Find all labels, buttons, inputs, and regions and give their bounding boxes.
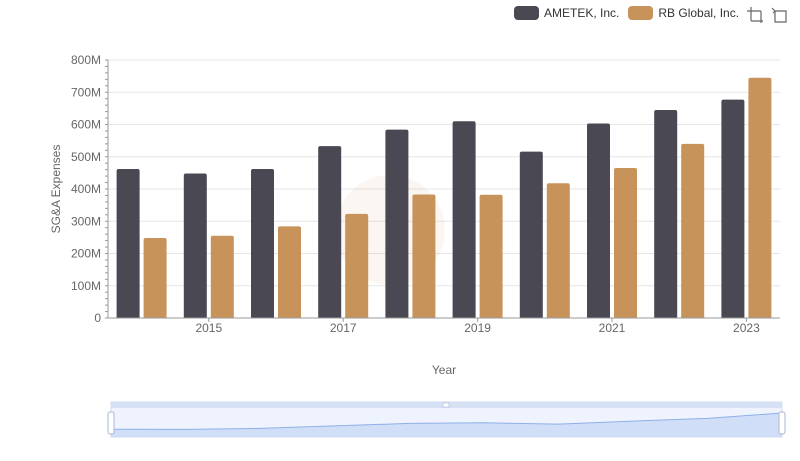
bars (116, 77, 772, 319)
x-tick-label: 2021 (599, 321, 626, 335)
y-tick-label: 800M (71, 53, 101, 67)
y-tick-label: 500M (71, 150, 101, 164)
y-tick-label: 700M (71, 85, 101, 99)
slider-shadow-line (110, 412, 783, 430)
bar-rb-global-2016[interactable] (278, 226, 301, 318)
bar-rb-global-2022[interactable] (681, 143, 705, 318)
bar-rb-global-2015[interactable] (210, 235, 234, 318)
data-zoom-slider[interactable] (107, 401, 786, 438)
y-tick-label: 600M (71, 118, 101, 132)
y-tick-label: 100M (71, 279, 101, 293)
bar-rb-global-2018[interactable] (412, 194, 436, 318)
x-tick-label: 2015 (195, 321, 222, 335)
bar-ametek-2016[interactable] (251, 169, 274, 318)
bar-ametek-2021[interactable] (587, 123, 610, 318)
bar-rb-global-2023[interactable] (748, 77, 772, 318)
bar-ametek-2015[interactable] (183, 173, 207, 318)
x-tick-label: 2017 (330, 321, 357, 335)
slider-handle-right[interactable] (778, 411, 786, 435)
legend-label-rb-global: RB Global, Inc. (658, 6, 740, 20)
y-tick-label: 300M (71, 214, 101, 228)
slider-shadow-area (111, 413, 782, 437)
bar-ametek-2018[interactable] (385, 129, 409, 318)
toolbox (746, 6, 796, 24)
bar-ametek-2020[interactable] (519, 151, 543, 318)
legend-swatch-rb-global (628, 6, 654, 20)
y-tick-label: 200M (71, 247, 101, 261)
bar-rb-global-2017[interactable] (345, 213, 369, 318)
bar-ametek-2023[interactable] (721, 99, 745, 318)
bar-ametek-2019[interactable] (452, 121, 476, 319)
y-tick-label: 0 (94, 311, 101, 325)
x-axis-label: Year (432, 363, 456, 377)
restore-icon[interactable] (771, 6, 789, 24)
slider-handle-left[interactable] (107, 411, 115, 435)
bar-rb-global-2019[interactable] (479, 194, 503, 318)
bar-rb-global-2021[interactable] (614, 168, 637, 318)
bar-rb-global-2020[interactable] (546, 183, 570, 318)
bar-rb-global-2014[interactable] (143, 238, 167, 318)
legend-item-ametek[interactable]: AMETEK, Inc. (514, 6, 619, 20)
x-tick-label: 2019 (464, 321, 491, 335)
bar-ametek-2022[interactable] (654, 109, 678, 318)
legend-item-rb-global[interactable]: RB Global, Inc. (628, 6, 739, 20)
legend: AMETEK, Inc. RB Global, Inc. (514, 3, 748, 23)
bar-ametek-2017[interactable] (318, 146, 342, 318)
bar-ametek-2014[interactable] (116, 169, 140, 318)
x-tick-label: 2023 (733, 321, 760, 335)
zoom-icon[interactable] (746, 6, 764, 24)
legend-label-ametek: AMETEK, Inc. (544, 6, 620, 20)
y-axis-label: SG&A Expenses (49, 145, 63, 234)
grid-lines (108, 59, 780, 287)
y-tick-label: 400M (71, 182, 101, 196)
legend-swatch-ametek (514, 6, 539, 20)
slider-move-handle[interactable] (442, 402, 450, 408)
axes: 0 100M 200M 300M 400M 500M 600M 700M 800M 2015 201… (71, 53, 780, 335)
